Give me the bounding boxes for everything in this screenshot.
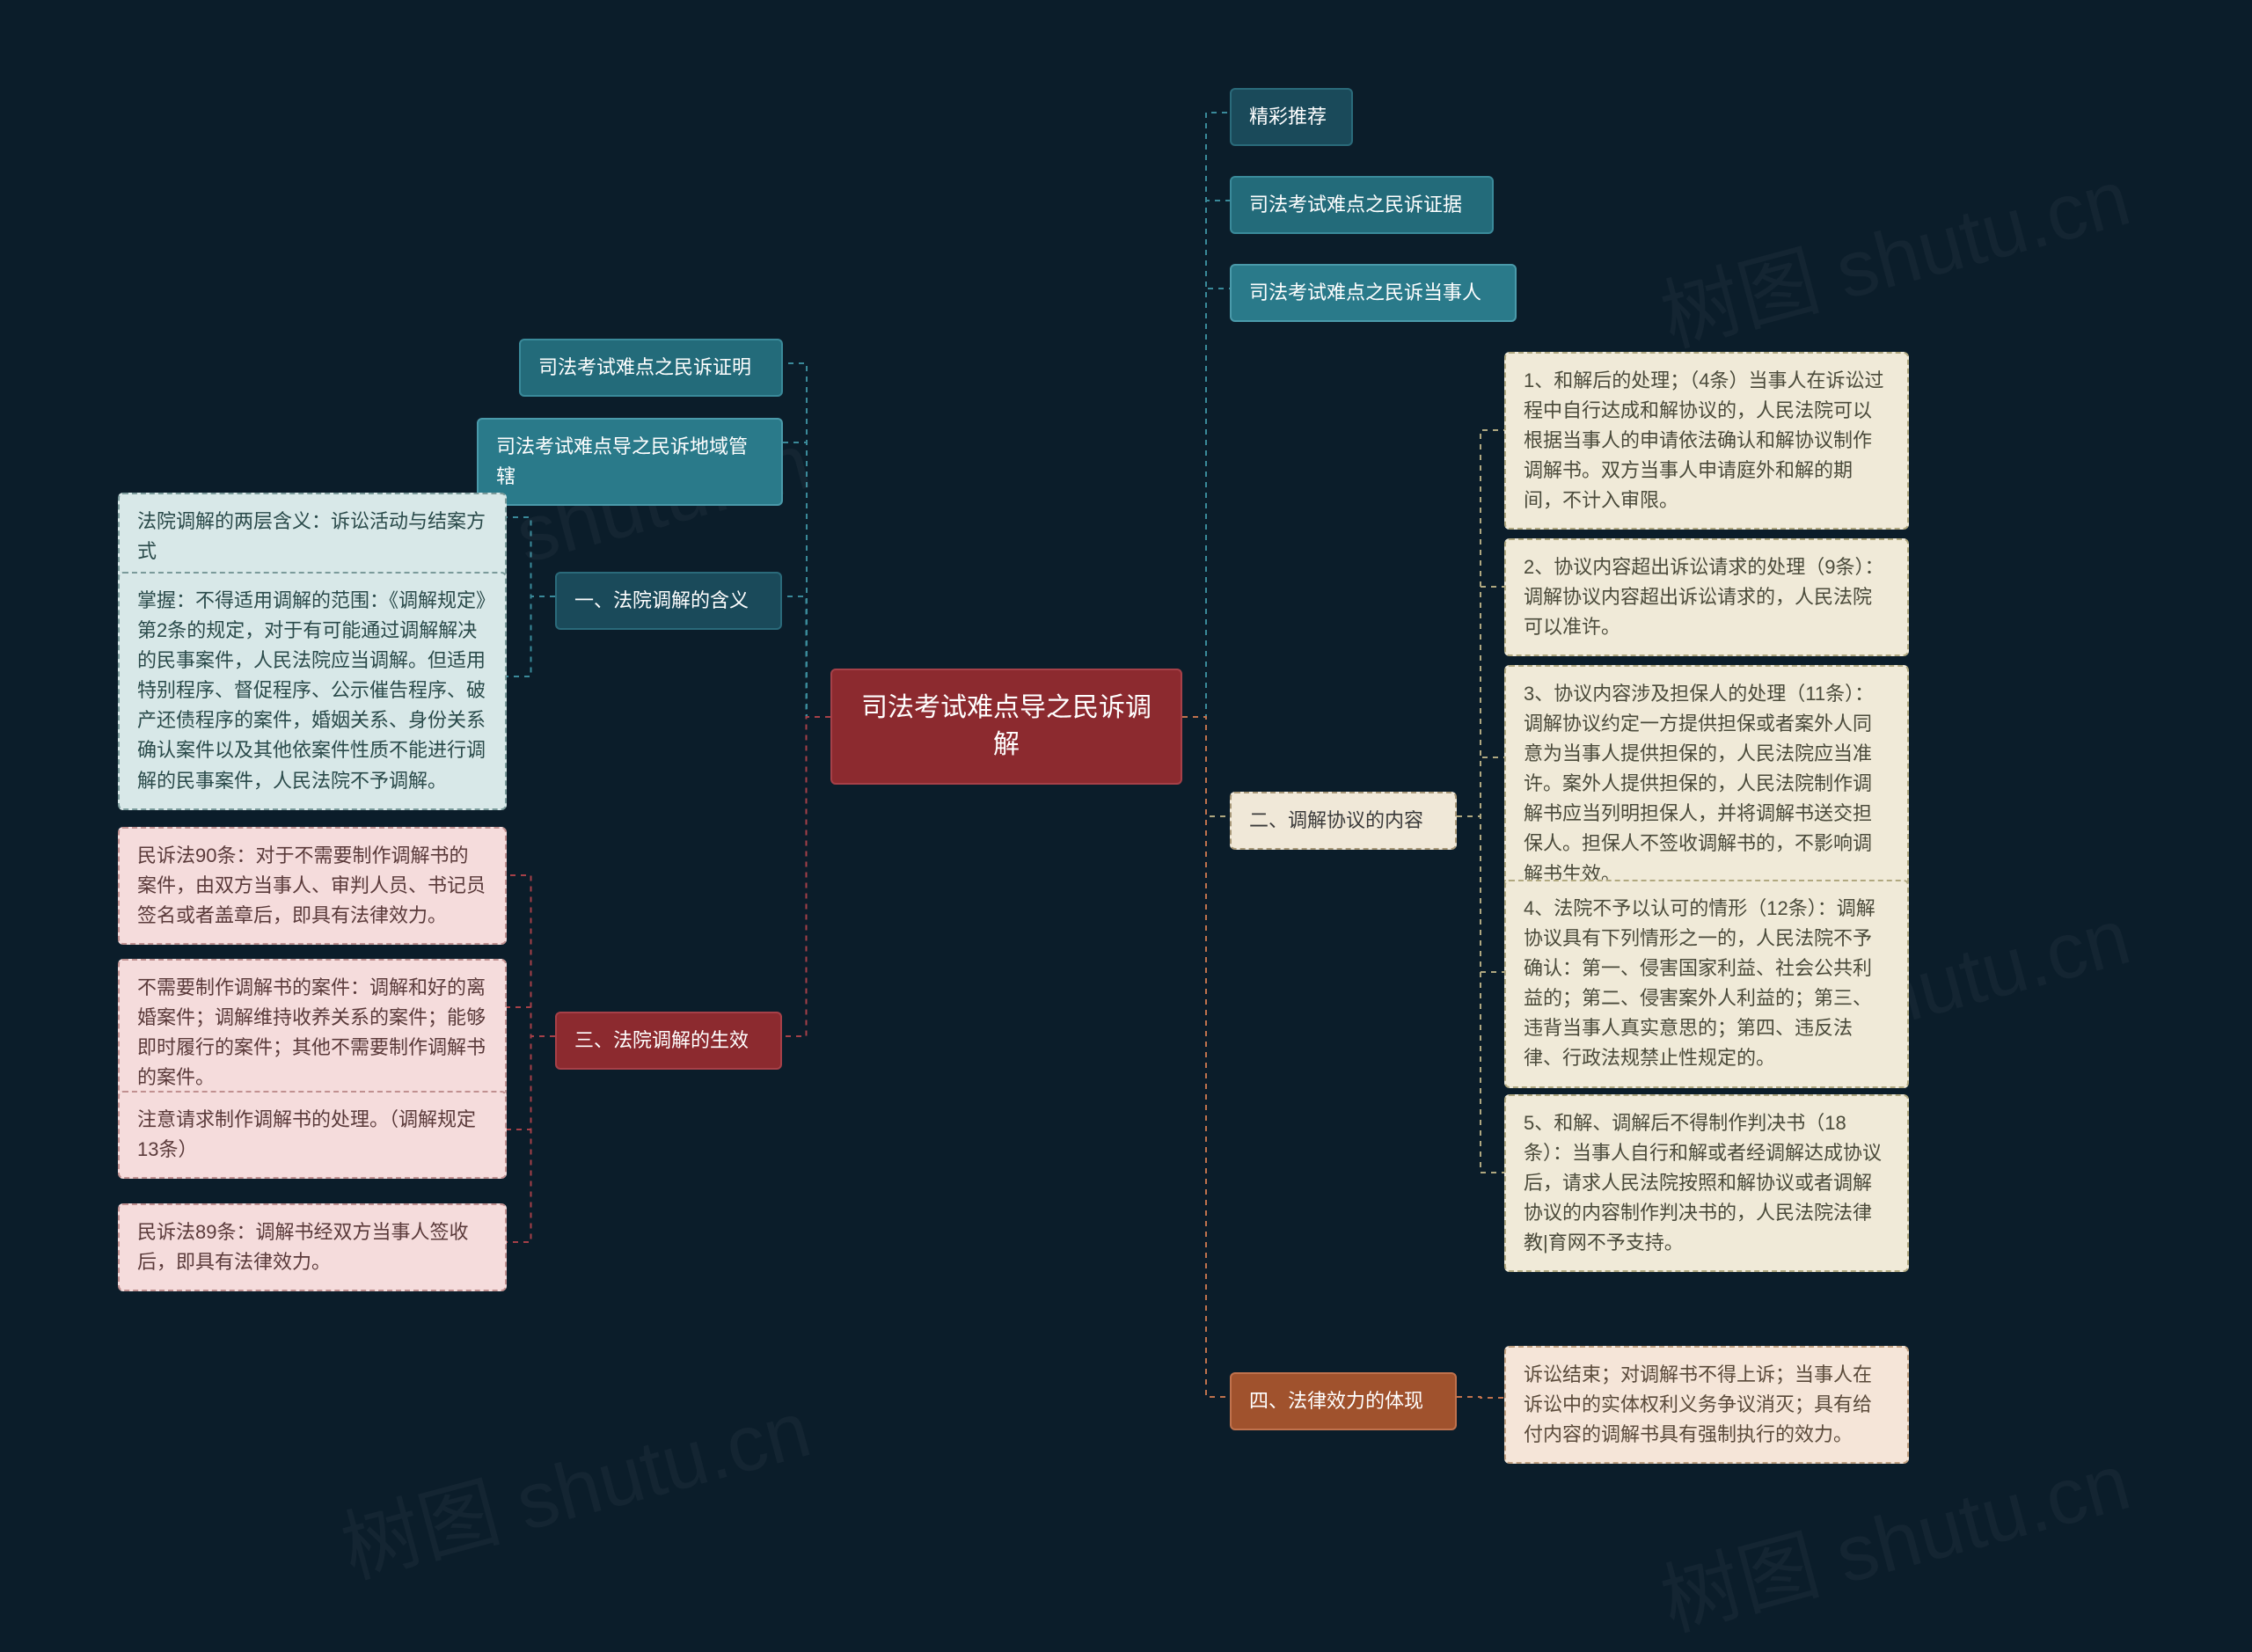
node-label: 精彩推荐	[1249, 106, 1327, 128]
mindmap-node: 司法考试难点之民诉证明	[519, 339, 783, 397]
mindmap-node: 一、法院调解的含义	[555, 572, 782, 630]
watermark: 树图 shutu.cn	[1647, 134, 2139, 369]
mindmap-node: 5、和解、调解后不得制作判决书（18条）：当事人自行和解或者经调解达成协议后，请…	[1504, 1094, 1909, 1272]
mindmap-node: 4、法院不予以认可的情形（12条）：调解协议具有下列情形之一的，人民法院不予确认…	[1504, 880, 1909, 1088]
node-label: 3、协议内容涉及担保人的处理（11条）：调解协议约定一方提供担保或者案外人同意为…	[1524, 683, 1874, 885]
root-label: 司法考试难点导之民诉调解	[861, 693, 1152, 759]
node-label: 4、法院不予以认可的情形（12条）：调解协议具有下列情形之一的，人民法院不予确认…	[1524, 897, 1875, 1069]
node-label: 司法考试难点之民诉当事人	[1249, 281, 1481, 303]
mindmap-node: 四、法律效力的体现	[1230, 1372, 1457, 1430]
mindmap-node: 司法考试难点之民诉证据	[1230, 176, 1494, 234]
mindmap-node: 司法考试难点之民诉当事人	[1230, 264, 1517, 322]
node-label: 1、和解后的处理；（4条）当事人在诉讼过程中自行达成和解协议的，人民法院可以根据…	[1524, 369, 1883, 511]
mindmap-node: 民诉法89条：调解书经双方当事人签收后，即具有法律效力。	[118, 1203, 507, 1291]
mindmap-node: 二、调解协议的内容	[1230, 792, 1457, 850]
mindmap-node: 诉讼结束；对调解书不得上诉；当事人在诉讼中的实体权利义务争议消灭；具有给付内容的…	[1504, 1346, 1909, 1464]
mindmap-node: 3、协议内容涉及担保人的处理（11条）：调解协议约定一方提供担保或者案外人同意为…	[1504, 665, 1909, 903]
node-label: 不需要制作调解书的案件：调解和好的离婚案件；调解维持收养关系的案件；能够即时履行…	[137, 976, 486, 1088]
mindmap-node: 三、法院调解的生效	[555, 1012, 782, 1070]
node-label: 民诉法89条：调解书经双方当事人签收后，即具有法律效力。	[137, 1221, 468, 1273]
node-label: 一、法院调解的含义	[574, 589, 749, 611]
mindmap-node: 2、协议内容超出诉讼请求的处理（9条）：调解协议内容超出诉讼请求的，人民法院可以…	[1504, 538, 1909, 656]
node-label: 掌握：不得适用调解的范围：《调解规定》第2条的规定，对于有可能通过调解解决的民事…	[137, 589, 486, 792]
mindmap-node: 民诉法90条：对于不需要制作调解书的案件，由双方当事人、审判人员、书记员签名或者…	[118, 827, 507, 945]
node-label: 二、调解协议的内容	[1249, 809, 1423, 831]
node-label: 5、和解、调解后不得制作判决书（18条）：当事人自行和解或者经调解达成协议后，请…	[1524, 1112, 1882, 1254]
node-label: 诉讼结束；对调解书不得上诉；当事人在诉讼中的实体权利义务争议消灭；具有给付内容的…	[1524, 1363, 1872, 1445]
node-label: 法院调解的两层含义：诉讼活动与结案方式	[137, 510, 486, 562]
node-label: 司法考试难点之民诉证据	[1249, 194, 1462, 216]
node-label: 民诉法90条：对于不需要制作调解书的案件，由双方当事人、审判人员、书记员签名或者…	[137, 844, 486, 926]
node-label: 三、法院调解的生效	[574, 1029, 749, 1051]
mindmap-node: 司法考试难点导之民诉地域管辖	[477, 418, 783, 506]
watermark: 树图 shutu.cn	[327, 1365, 820, 1600]
node-label: 四、法律效力的体现	[1249, 1390, 1423, 1412]
mindmap-node: 法院调解的两层含义：诉讼活动与结案方式	[118, 493, 507, 581]
mindmap-node: 1、和解后的处理；（4条）当事人在诉讼过程中自行达成和解协议的，人民法院可以根据…	[1504, 352, 1909, 530]
mindmap-node: 不需要制作调解书的案件：调解和好的离婚案件；调解维持收养关系的案件；能够即时履行…	[118, 959, 507, 1107]
root-node: 司法考试难点导之民诉调解	[830, 669, 1182, 785]
node-label: 2、协议内容超出诉讼请求的处理（9条）：调解协议内容超出诉讼请求的，人民法院可以…	[1524, 556, 1883, 638]
mindmap-node: 掌握：不得适用调解的范围：《调解规定》第2条的规定，对于有可能通过调解解决的民事…	[118, 572, 507, 810]
node-label: 司法考试难点导之民诉地域管辖	[496, 435, 748, 487]
mindmap-node: 精彩推荐	[1230, 88, 1353, 146]
mindmap-node: 注意请求制作调解书的处理。（调解规定13条）	[118, 1091, 507, 1179]
node-label: 司法考试难点之民诉证明	[538, 356, 751, 378]
node-label: 注意请求制作调解书的处理。（调解规定13条）	[137, 1108, 476, 1160]
connector-layer	[0, 0, 2252, 1639]
